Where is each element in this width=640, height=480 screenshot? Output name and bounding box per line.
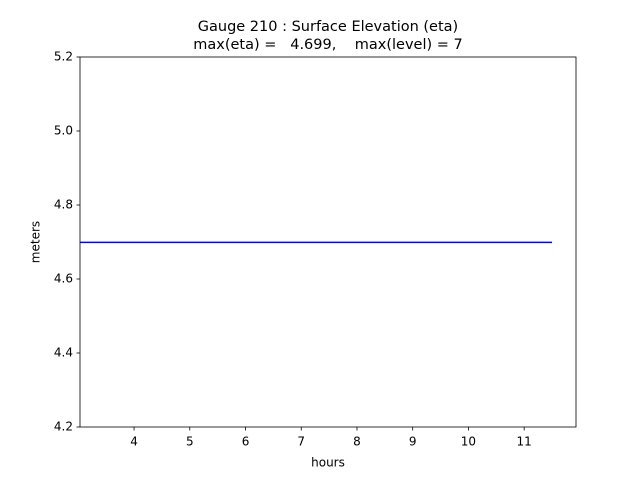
y-tick-label: 4.6 [54,272,73,286]
y-tick-label: 4.8 [54,198,73,212]
x-tick-label: 6 [242,435,250,449]
chart-subtitle: max(eta) = 4.699, max(level) = 7 [193,37,463,53]
x-tick-label: 4 [130,435,138,449]
x-axis-label: hours [311,456,345,470]
y-tick-label: 5.0 [54,124,73,138]
x-tick-label: 7 [297,435,305,449]
x-tick-label: 8 [353,435,361,449]
y-axis-label: meters [29,221,43,263]
chart-title: Gauge 210 : Surface Elevation (eta) [198,19,458,35]
y-tick-label: 5.2 [54,50,73,64]
x-tick-label: 10 [461,435,476,449]
x-tick-label: 5 [186,435,194,449]
x-tick-label: 9 [409,435,417,449]
x-tick-label: 11 [517,435,532,449]
plot-frame [79,56,577,428]
y-tick-label: 4.2 [54,420,73,434]
y-tick-label: 4.4 [54,346,73,360]
